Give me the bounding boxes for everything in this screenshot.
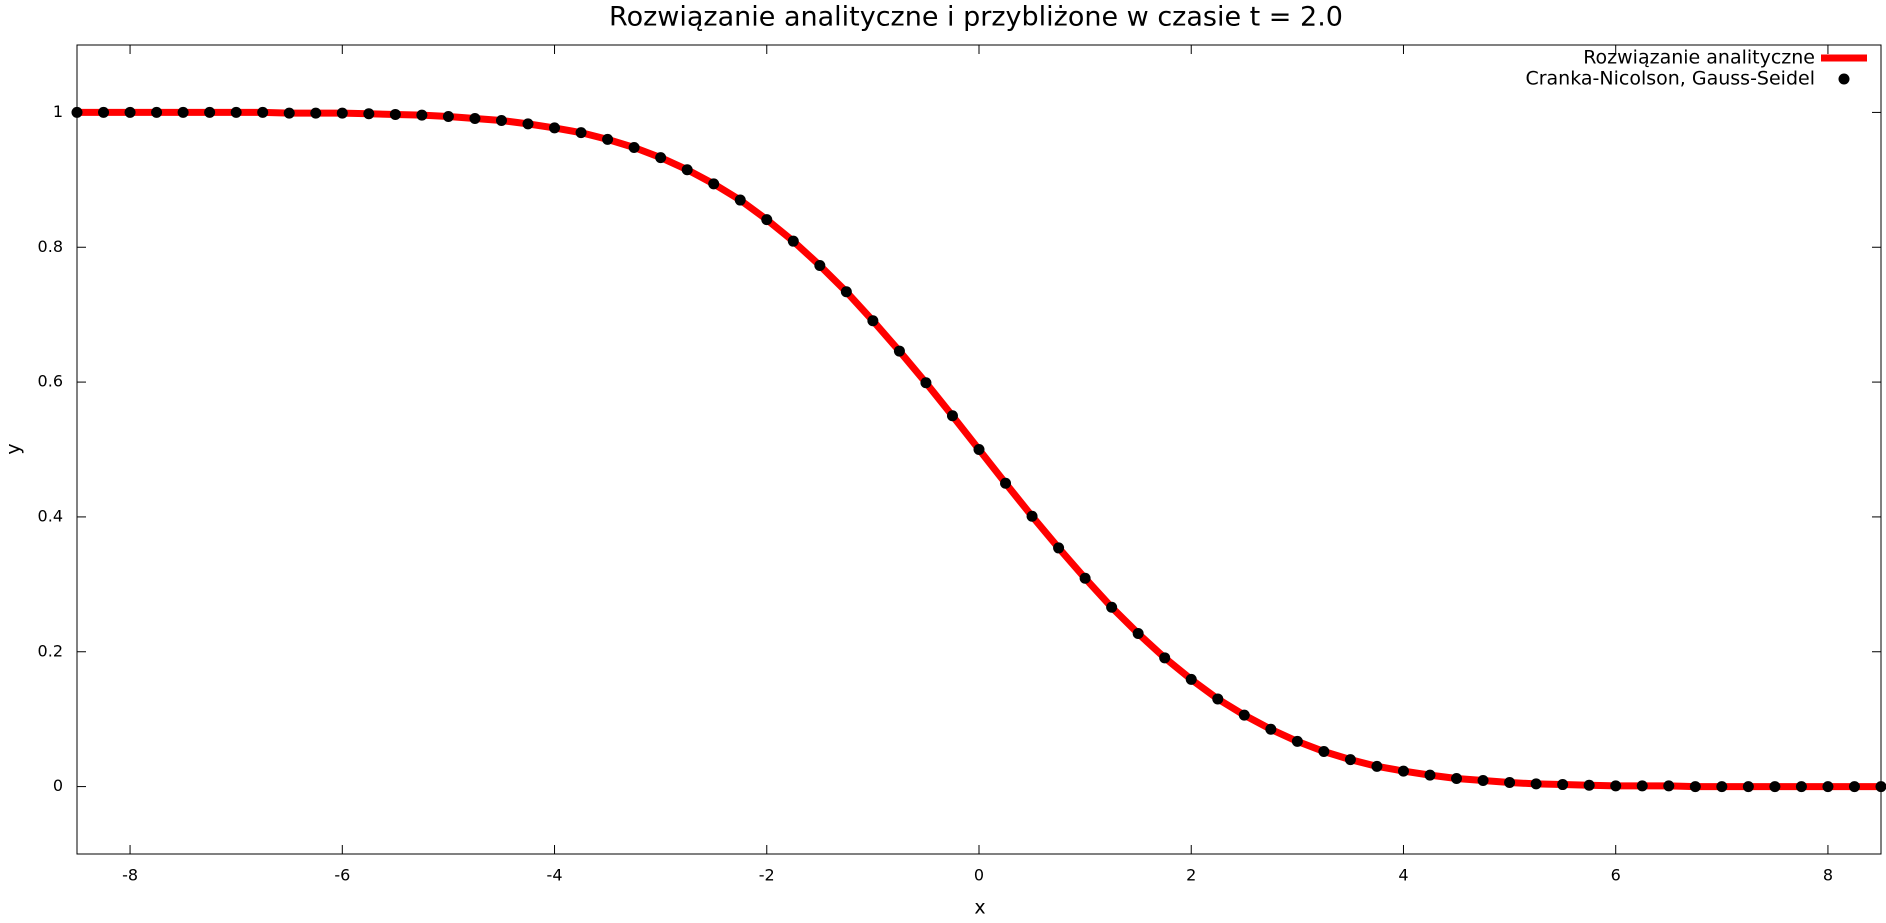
data-point (1265, 723, 1277, 735)
data-point (1079, 572, 1091, 584)
y-tick-label: 0.4 (38, 506, 63, 525)
x-tick-label: 8 (1823, 866, 1833, 885)
data-point (920, 377, 932, 389)
data-point (1291, 735, 1303, 747)
data-point (416, 109, 428, 121)
legend-label: Rozwiązanie analityczne (1583, 47, 1815, 69)
data-point (1371, 760, 1383, 772)
data-point (442, 110, 454, 122)
data-point (602, 133, 614, 145)
data-point (98, 106, 110, 118)
y-tick-label: 0 (53, 776, 63, 795)
data-point (575, 127, 587, 139)
data-point (1106, 601, 1118, 613)
data-point (1159, 652, 1171, 664)
data-point (867, 315, 879, 327)
data-point (124, 106, 136, 118)
data-point (840, 286, 852, 298)
data-point (628, 141, 640, 153)
data-point (469, 112, 481, 124)
data-point (814, 259, 826, 271)
x-tick-label: 6 (1611, 866, 1621, 885)
data-point (71, 106, 83, 118)
data-point (681, 164, 693, 176)
y-tick-label: 0.8 (38, 237, 63, 256)
data-point (1451, 772, 1463, 784)
x-tick-label: 2 (1186, 866, 1196, 885)
data-point (1318, 746, 1330, 758)
data-point (336, 107, 348, 119)
data-point (1185, 673, 1197, 685)
data-point (310, 107, 322, 119)
data-point (734, 194, 746, 206)
data-point (1212, 693, 1224, 705)
legend-swatch (1838, 73, 1850, 85)
data-point (522, 118, 534, 130)
data-point (1504, 777, 1516, 789)
data-point (1053, 542, 1065, 554)
data-point (257, 106, 269, 118)
chart-title: Rozwiązanie analityczne i przybliżone w … (609, 2, 1343, 33)
data-point (1742, 781, 1754, 793)
data-point (1238, 709, 1250, 721)
data-point (389, 108, 401, 120)
data-point (1610, 780, 1622, 792)
data-point (1875, 781, 1886, 793)
data-point (1530, 778, 1542, 790)
legend-label: Cranka-Nicolson, Gauss-Seidel (1525, 68, 1815, 90)
data-point (1636, 780, 1648, 792)
data-point (1769, 781, 1781, 793)
data-point (204, 106, 216, 118)
x-tick-label: 4 (1398, 866, 1408, 885)
data-point (1557, 779, 1569, 791)
data-point (1132, 628, 1144, 640)
data-point (655, 152, 667, 164)
data-point (1026, 510, 1038, 522)
data-point (1477, 775, 1489, 787)
data-point (363, 108, 375, 120)
data-point (495, 115, 507, 127)
data-point (1424, 769, 1436, 781)
data-point (946, 410, 958, 422)
y-tick-label: 1 (53, 102, 63, 121)
data-point (1663, 780, 1675, 792)
data-point (151, 106, 163, 118)
x-tick-label: -2 (759, 866, 775, 885)
data-point (1795, 781, 1807, 793)
data-point (1583, 779, 1595, 791)
data-point (893, 345, 905, 357)
x-tick-label: -4 (547, 866, 563, 885)
data-point (1822, 781, 1834, 793)
data-point (787, 235, 799, 247)
data-point (283, 107, 295, 119)
y-tick-label: 0.6 (38, 372, 63, 391)
y-tick-label: 0.2 (38, 641, 63, 660)
y-axis-label: y (3, 443, 25, 454)
data-point (761, 214, 773, 226)
data-point (230, 106, 242, 118)
data-point (1716, 781, 1728, 793)
x-tick-label: -8 (122, 866, 138, 885)
x-tick-label: -6 (334, 866, 350, 885)
data-point (1397, 765, 1409, 777)
data-point (1848, 781, 1860, 793)
data-point (708, 178, 720, 190)
x-axis-label: x (974, 897, 985, 919)
data-point (973, 444, 985, 455)
data-point (1689, 781, 1701, 793)
data-point (549, 122, 561, 134)
x-tick-label: 0 (974, 866, 984, 885)
data-point (1344, 754, 1356, 766)
data-point (177, 106, 189, 118)
data-point (1000, 477, 1012, 489)
